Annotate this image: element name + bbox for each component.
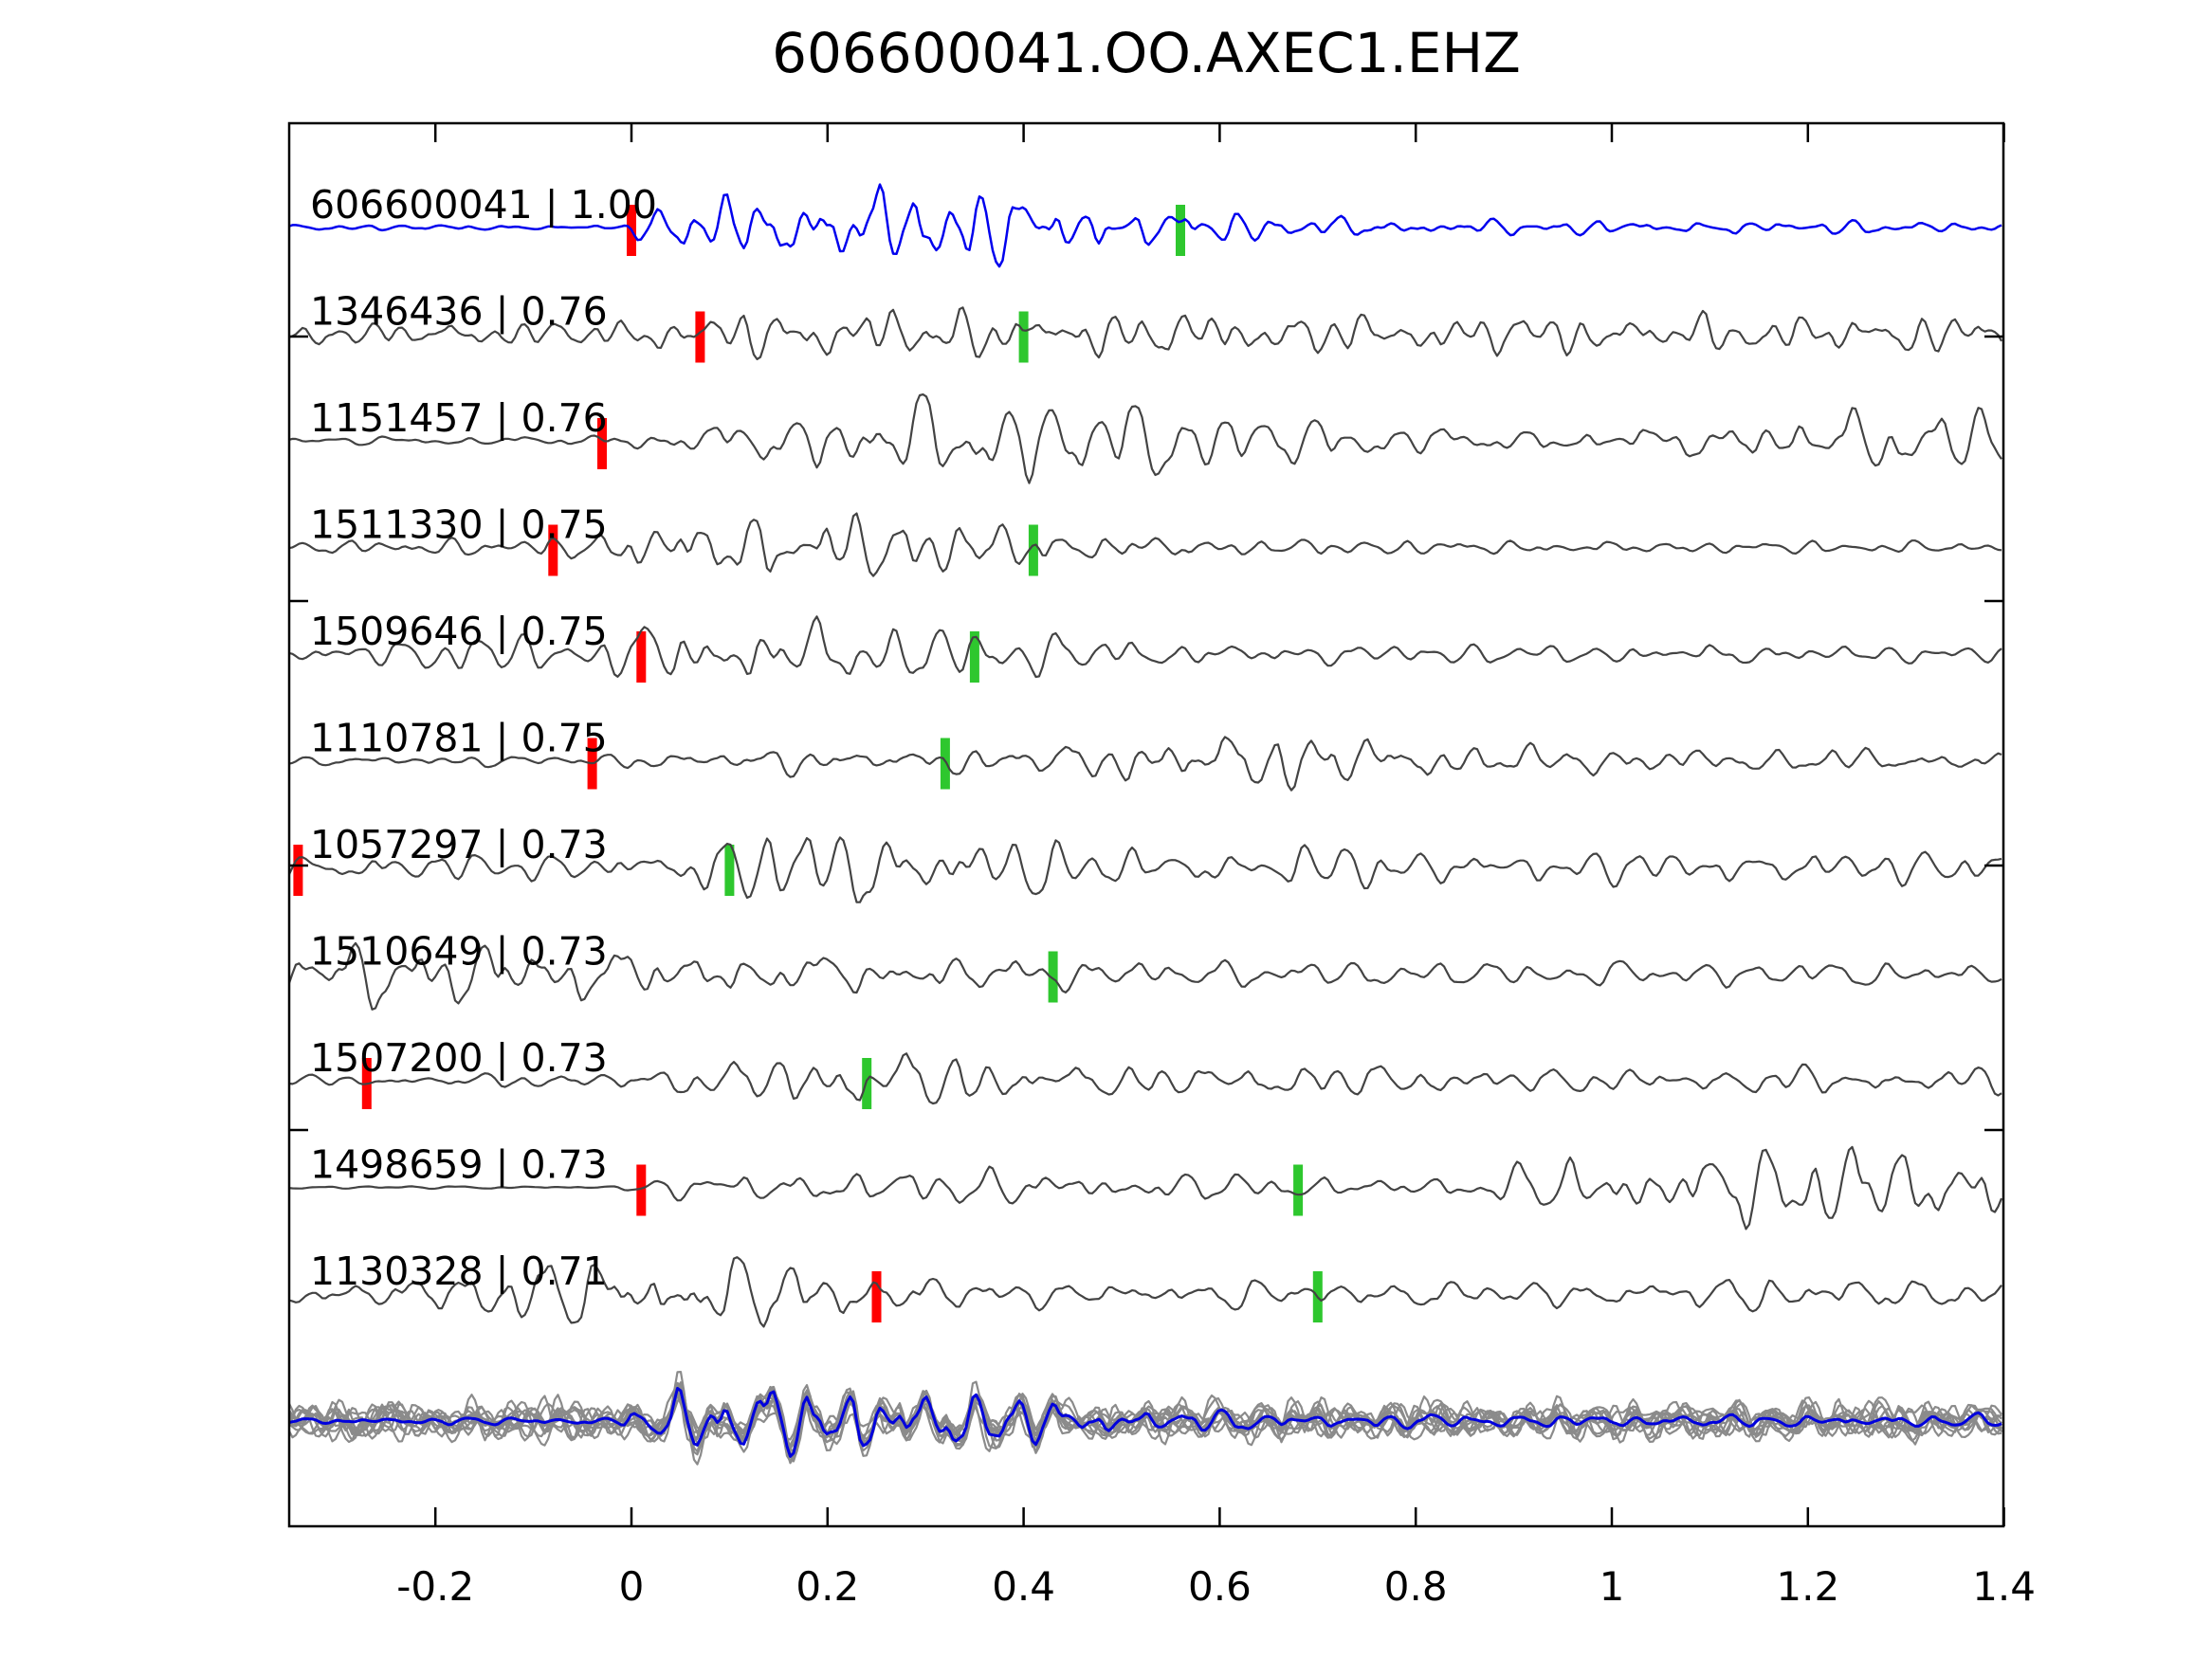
x-tick-label: 1.4 — [1972, 1563, 2036, 1610]
trace-label: 1346436 | 0.76 — [310, 289, 608, 335]
x-tick-label: 1 — [1600, 1563, 1625, 1610]
x-tick-label: 0 — [619, 1563, 645, 1610]
overlay-gray-trace — [289, 1390, 2002, 1454]
red-pick-marker — [871, 1271, 882, 1322]
detection-trace-waveform — [289, 393, 2002, 484]
overlay-stack-trace — [289, 1387, 2002, 1458]
x-tick-label: 1.2 — [1776, 1563, 1839, 1610]
trace-label: 1130328 | 0.71 — [310, 1249, 608, 1294]
axis-tick-labels-layer: -0.2 0 0.2 0.4 0.6 0.8 1 1.2 1.4 — [396, 1563, 2036, 1610]
detection-trace-waveform — [289, 1256, 2002, 1328]
green-pick-marker — [940, 738, 950, 790]
trace-label: 1151457 | 0.76 — [310, 395, 608, 441]
red-pick-marker — [695, 311, 705, 363]
green-pick-marker — [1018, 311, 1029, 363]
green-pick-marker — [1176, 205, 1185, 256]
trace-label: 1057297 | 0.73 — [310, 822, 608, 867]
trace-label: 1511330 | 0.75 — [310, 502, 608, 548]
x-tick-label: 0.2 — [795, 1563, 859, 1610]
green-pick-marker — [1048, 951, 1058, 1003]
red-pick-marker — [597, 418, 607, 469]
detection-trace-waveform — [289, 1052, 2002, 1105]
red-pick-marker — [636, 1164, 647, 1216]
trace-label: 1498659 | 0.73 — [310, 1142, 608, 1188]
detection-trace-waveform — [289, 836, 2002, 903]
green-pick-marker — [724, 845, 735, 896]
red-pick-marker — [636, 631, 647, 683]
x-tick-label: -0.2 — [396, 1563, 474, 1610]
detection-trace-waveform — [289, 736, 2002, 792]
template-trace-waveform — [289, 183, 2002, 268]
x-tick-label: 0.4 — [992, 1563, 1055, 1610]
traces-layer — [289, 183, 2003, 1466]
trace-label: 1509646 | 0.75 — [310, 609, 608, 654]
detection-trace-waveform — [289, 1145, 2003, 1231]
trace-label: 606600041 | 1.00 — [310, 182, 657, 228]
trace-label: 1110781 | 0.75 — [310, 716, 608, 761]
plot-area-border — [287, 121, 2005, 1528]
overlay-gray-trace — [289, 1392, 2002, 1465]
red-pick-marker — [293, 845, 303, 896]
detection-trace-waveform — [289, 512, 2002, 577]
x-tick-label: 0.8 — [1384, 1563, 1448, 1610]
trace-labels-layer: 606600041 | 1.00 1346436 | 0.76 1151457 | … — [310, 182, 657, 1294]
trace-label: 1507200 | 0.73 — [310, 1035, 608, 1081]
detection-trace-waveform — [289, 941, 2002, 1011]
detection-trace-waveform — [289, 615, 2002, 679]
detection-trace-waveform — [289, 306, 2002, 360]
trace-label: 1510649 | 0.73 — [310, 929, 608, 975]
red-pick-marker — [548, 524, 558, 576]
green-pick-marker — [1293, 1164, 1304, 1216]
green-pick-marker — [969, 631, 979, 683]
figure-title: 606600041.OO.AXEC1.EHZ — [772, 21, 1521, 85]
green-pick-marker — [1028, 524, 1038, 576]
x-tick-label: 0.6 — [1188, 1563, 1252, 1610]
